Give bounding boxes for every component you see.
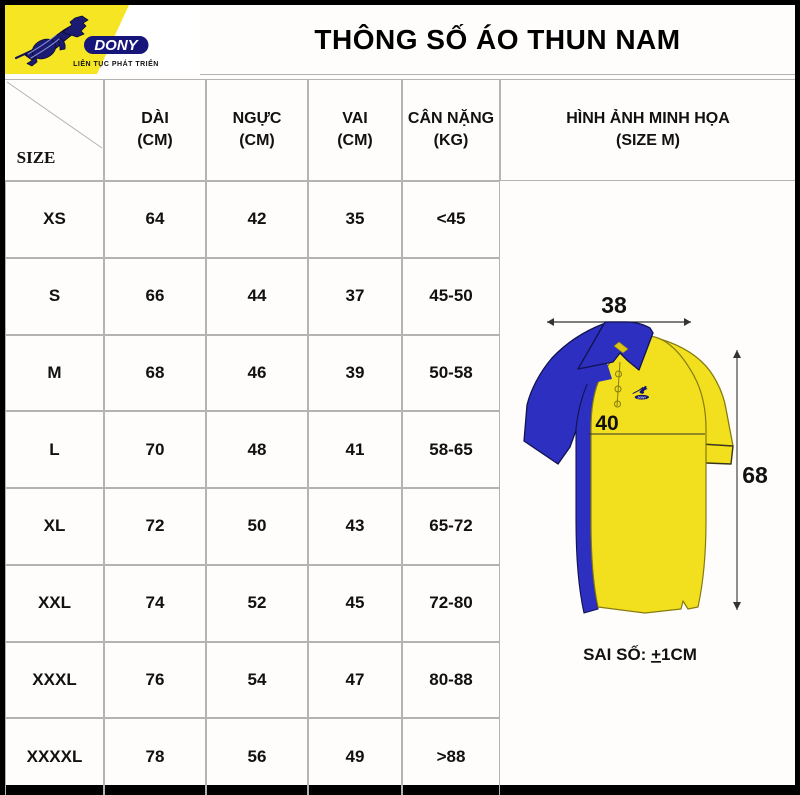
svg-text:LIÊN TỤC PHÁT TRIỂN: LIÊN TỤC PHÁT TRIỂN xyxy=(73,59,159,68)
svg-text:DONY: DONY xyxy=(638,395,648,399)
svg-text:40: 40 xyxy=(595,412,618,435)
svg-text:38: 38 xyxy=(601,292,627,318)
svg-text:68: 68 xyxy=(742,462,768,488)
svg-text:SAI SỐ: +1CM: SAI SỐ: +1CM xyxy=(583,644,697,664)
svg-text:DONY: DONY xyxy=(94,37,139,54)
